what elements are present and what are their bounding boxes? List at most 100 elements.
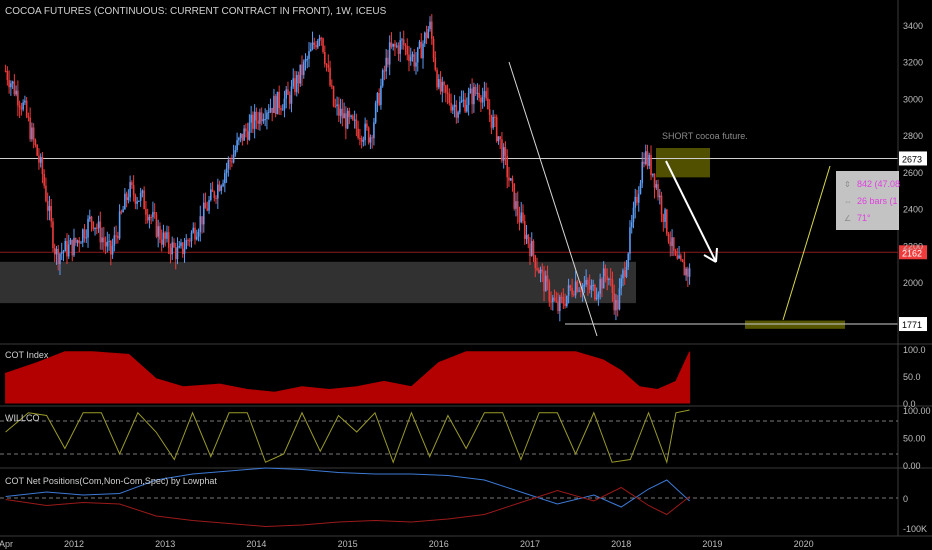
candle-body [485, 91, 487, 99]
candle-body [567, 285, 570, 296]
candle-body [499, 136, 501, 140]
candle-body [260, 112, 263, 122]
candle-body [413, 54, 416, 67]
candle-body [658, 195, 661, 198]
candle-body [127, 197, 130, 201]
trendline-target[interactable] [782, 165, 831, 321]
candle-body [194, 227, 196, 240]
trendline-down[interactable] [508, 61, 598, 337]
candle-body [15, 90, 17, 95]
candle-body [673, 237, 675, 251]
candle-body [660, 195, 663, 215]
net-series-1[interactable] [5, 486, 690, 528]
candle-body [432, 38, 435, 59]
sell-zone-box[interactable] [656, 147, 710, 178]
candle-body [210, 189, 212, 201]
candle-body [241, 133, 244, 141]
candle-body [667, 233, 670, 242]
candle-body [318, 37, 321, 41]
candle-body [523, 221, 526, 239]
candle-body [292, 78, 295, 87]
candle-body [560, 296, 563, 298]
candle-body [429, 21, 431, 30]
willco-line[interactable] [5, 409, 690, 465]
candle-body [520, 212, 523, 223]
candle-body [395, 45, 398, 47]
candle-body [206, 208, 209, 211]
candle-body [539, 269, 542, 274]
candle-body [478, 92, 480, 98]
candle-body [345, 113, 347, 129]
candle-body [80, 242, 82, 244]
candle-body [190, 232, 193, 242]
candle-body [36, 145, 38, 156]
candle-body [83, 229, 86, 239]
candle-body [608, 278, 610, 281]
candle-body [497, 136, 500, 142]
candle-body [308, 51, 310, 59]
candle-body [55, 248, 58, 255]
candle-body [506, 155, 508, 178]
y-tick-main: 3200 [903, 58, 923, 68]
candle-body [53, 248, 56, 255]
candle-body [606, 276, 608, 281]
candle-body [192, 227, 195, 233]
candle-body [515, 201, 517, 209]
candle-body [316, 40, 319, 48]
support-zone[interactable] [0, 261, 636, 304]
candle-body [674, 250, 677, 256]
candle-body [527, 234, 530, 244]
candle-body [452, 106, 454, 111]
candle-body [473, 86, 475, 105]
candle-body [199, 216, 202, 232]
candle-body [632, 207, 635, 223]
target-zone-box[interactable] [745, 320, 845, 329]
candle-body [94, 227, 96, 230]
candle-body [348, 110, 351, 117]
candle-body [166, 232, 168, 239]
cot-index-area[interactable] [5, 351, 691, 404]
candle-body [239, 133, 242, 138]
measure-tooltip[interactable]: ⇕ 842 (47.08 ⇔ 26 bars (1 ∠ 71° [836, 171, 900, 230]
candle-body [108, 240, 110, 242]
candle-body [353, 119, 356, 121]
candle-body [213, 191, 216, 198]
measure-bars: 26 bars (1 [857, 196, 898, 206]
candle-body [381, 70, 384, 86]
candle-body [143, 190, 145, 210]
candle-body [639, 183, 642, 194]
candle-body [320, 37, 323, 39]
candle-body [262, 119, 265, 122]
candle-body [113, 235, 116, 246]
candle-body [392, 43, 394, 47]
candle-body [369, 137, 372, 143]
candle-body [648, 154, 651, 166]
arrow-down-shaft[interactable] [665, 160, 717, 263]
candle-body [185, 240, 188, 249]
candle-body [625, 267, 628, 277]
candle-body [27, 116, 30, 118]
candle-body [90, 216, 93, 222]
candle-body [576, 281, 579, 292]
candle-body [10, 83, 12, 88]
candle-body [460, 100, 463, 102]
candle-body [439, 79, 442, 92]
candle-body [269, 107, 272, 113]
candle-body [71, 239, 74, 256]
candle-body [594, 284, 596, 300]
candle-body [329, 67, 331, 86]
annotation-text[interactable]: SHORT cocoa future. [662, 131, 748, 141]
candle-body [57, 248, 60, 265]
candle-body [666, 209, 668, 234]
candle-body [641, 161, 644, 184]
candle-body [343, 113, 345, 119]
candle-body [615, 300, 617, 311]
net-series-0[interactable] [5, 467, 690, 508]
candle-body [376, 92, 379, 104]
candle-body [501, 139, 503, 161]
candle-body [359, 137, 361, 139]
candle-body [297, 74, 300, 84]
candle-body [411, 54, 414, 57]
y-tick-cot: 0.0 [903, 399, 916, 409]
